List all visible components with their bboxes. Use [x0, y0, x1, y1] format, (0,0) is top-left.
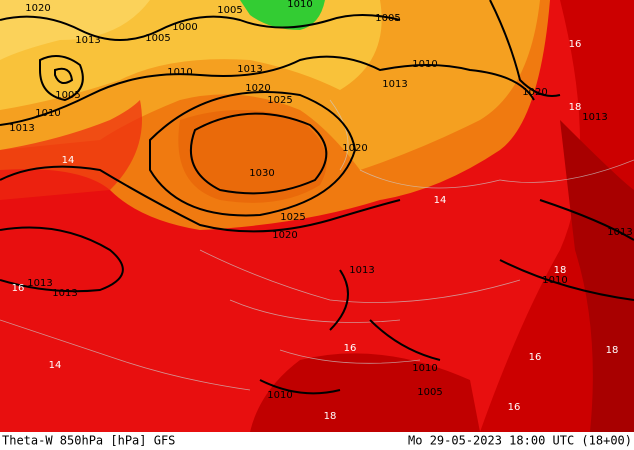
isobar-label: 1010 — [35, 108, 60, 119]
mild-field — [178, 110, 327, 203]
cold-field — [0, 0, 150, 60]
theta-label: 18 — [569, 102, 582, 113]
isobar-label: 1020 — [342, 143, 367, 154]
valid-time: Mo 29-05-2023 18:00 UTC (18+00) — [408, 434, 632, 448]
isobar-label: 1010 — [542, 275, 567, 286]
isobar — [149, 91, 357, 217]
hot-field — [560, 120, 634, 432]
very-cold-field — [240, 0, 325, 30]
isobar — [39, 55, 84, 102]
isobar-label: 1030 — [249, 168, 274, 179]
isobar — [259, 199, 634, 395]
theta-label: 14 — [434, 195, 447, 206]
isobar-label: 1020 — [522, 87, 547, 98]
isobar-label: 1013 — [237, 64, 262, 75]
isobar-label: 1013 — [9, 123, 34, 134]
theta-label: 18 — [606, 345, 619, 356]
isobar-label: 1013 — [75, 35, 100, 46]
isobar-label: 1013 — [582, 112, 607, 123]
coastline — [0, 99, 634, 391]
theta-label: 18 — [554, 265, 567, 276]
isobar — [190, 112, 328, 195]
isobar-label: 1010 — [267, 390, 292, 401]
isobar — [0, 165, 401, 233]
isobar-label: 1010 — [287, 0, 312, 10]
isobar-label: 1020 — [25, 3, 50, 14]
isobar-label: 1025 — [267, 95, 292, 106]
isobar-label: 1020 — [245, 83, 270, 94]
theta-label: 16 — [12, 283, 25, 294]
isobar-label: 1020 — [272, 230, 297, 241]
theta-label: 16 — [508, 402, 521, 413]
warm-field — [250, 353, 480, 432]
footer-bar — [0, 432, 634, 450]
theta-label: 18 — [324, 411, 337, 422]
isobar-label: 1010 — [167, 67, 192, 78]
isobar-label: 1005 — [375, 13, 400, 24]
isobar-label: 1005 — [55, 90, 80, 101]
isobar — [0, 55, 535, 126]
isobar-label: 1005 — [145, 33, 170, 44]
isobar-label: 1013 — [607, 227, 632, 238]
theta-label: 16 — [344, 343, 357, 354]
isobar-label: 1010 — [412, 363, 437, 374]
isobar-label: 1013 — [27, 278, 52, 289]
isobar-label: 1000 — [172, 22, 197, 33]
isobar — [0, 14, 401, 41]
isobar-label: 1005 — [417, 387, 442, 398]
isobar — [0, 226, 124, 293]
isobar-label: 1013 — [382, 79, 407, 90]
isobar-label: 1013 — [349, 265, 374, 276]
isobar — [489, 0, 561, 97]
isobar-label: 1010 — [412, 59, 437, 70]
theta-label: 14 — [62, 155, 75, 166]
isobar-label: 1013 — [52, 288, 77, 299]
theta-label: 16 — [529, 352, 542, 363]
theta-label: 16 — [569, 39, 582, 50]
isobar-label: 1025 — [280, 212, 305, 223]
theta-label: 14 — [49, 360, 62, 371]
product-label: Theta-W 850hPa [hPa] GFS — [2, 434, 175, 448]
isobar-label: 1005 — [217, 5, 242, 16]
